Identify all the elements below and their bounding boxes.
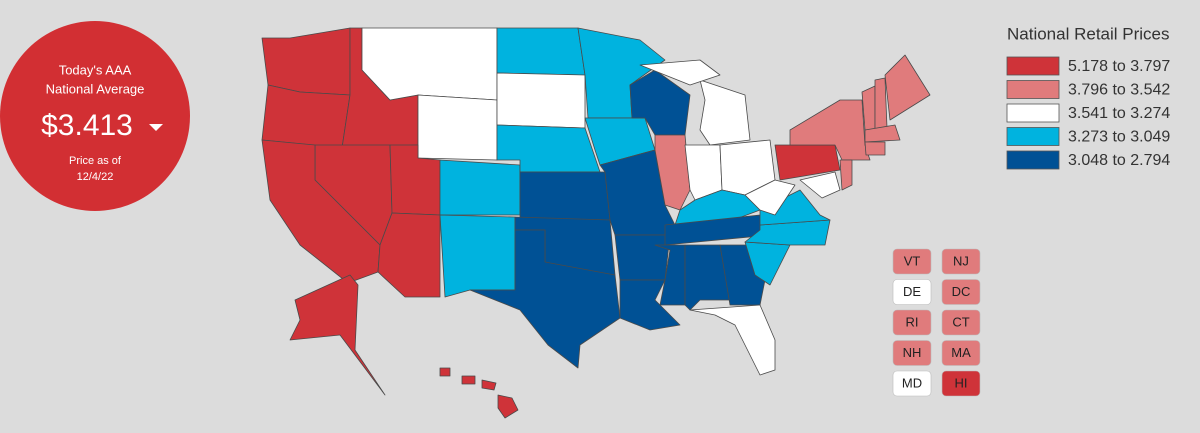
- legend-label: 5.178 to 3.797: [1068, 58, 1170, 75]
- state-box: [892, 248, 932, 275]
- average-badge: [0, 21, 190, 211]
- legend: 5.178 to 3.797 3.796 to 3.542 3.541 to 3.2…: [1006, 56, 1170, 170]
- state-box: [941, 279, 981, 305]
- state-shape: [497, 394, 519, 419]
- legend-label: 3.796 to 3.542: [1068, 82, 1170, 99]
- state-shape: [261, 27, 351, 96]
- state-shape: [417, 94, 498, 161]
- legend-swatch: [1006, 103, 1060, 123]
- state-box-label: NJ: [953, 253, 969, 268]
- state-shape: [639, 59, 721, 86]
- state-shape: [439, 214, 516, 298]
- state-box: [941, 370, 981, 397]
- state-shape: [874, 77, 888, 131]
- state-shape: [461, 375, 476, 385]
- state-shape: [496, 72, 586, 129]
- state-shape: [789, 99, 871, 161]
- state-box: [892, 370, 932, 397]
- state-box-label: RI: [906, 314, 919, 329]
- legend-swatch: [1006, 150, 1060, 170]
- state-box-label: HI: [955, 375, 968, 390]
- state-box-label: NH: [903, 345, 922, 360]
- state-box: [941, 309, 981, 336]
- badge-date: 12/4/22: [77, 171, 114, 183]
- state-shape: [689, 304, 776, 376]
- state-box-label: DE: [903, 284, 921, 299]
- state-shape: [496, 27, 586, 76]
- badge-line: National Average: [46, 81, 145, 96]
- state-shape: [744, 179, 796, 216]
- us-map: [261, 27, 931, 419]
- legend-label: 3.273 to 3.049: [1068, 129, 1170, 146]
- state-shape: [799, 171, 841, 199]
- state-shape: [519, 171, 611, 221]
- state-box-label: CT: [952, 314, 969, 329]
- state-box-label: VT: [904, 253, 921, 268]
- legend-label: 3.048 to 2.794: [1068, 152, 1170, 169]
- state-shape: [884, 54, 931, 121]
- badge-line: Today's AAA: [59, 62, 132, 77]
- state-shape: [481, 379, 497, 391]
- legend-swatch: [1006, 127, 1060, 146]
- down-arrow: [149, 124, 163, 131]
- state-shape: [261, 84, 351, 149]
- state-box-label: DC: [952, 284, 971, 299]
- state-box-label: MD: [902, 375, 922, 390]
- state-shape: [839, 159, 853, 191]
- state-shape: [864, 141, 886, 156]
- state-box: [941, 248, 981, 275]
- legend-swatch: [1006, 56, 1060, 76]
- state-shape: [759, 189, 831, 226]
- state-shape: [864, 124, 901, 143]
- state-shape: [439, 159, 521, 216]
- state-shape: [614, 234, 671, 281]
- legend-title: National Retail Prices: [1007, 24, 1170, 43]
- state-shape: [439, 367, 451, 377]
- state-shape: [361, 27, 498, 101]
- state-box: [892, 279, 932, 305]
- state-shape: [699, 79, 751, 146]
- badge-price: $3.413: [41, 109, 133, 142]
- legend-label: 3.541 to 3.274: [1068, 105, 1170, 122]
- state-box: [892, 309, 932, 336]
- small-states: VT NJ DE DC RI CT NH MA MD HI: [892, 248, 981, 397]
- state-box-label: MA: [951, 345, 971, 360]
- state-shape: [289, 274, 386, 396]
- state-shape: [377, 212, 441, 298]
- legend-swatch: [1006, 80, 1060, 99]
- badge-line: Price as of: [69, 155, 122, 167]
- state-box: [941, 340, 981, 366]
- state-box: [892, 340, 932, 366]
